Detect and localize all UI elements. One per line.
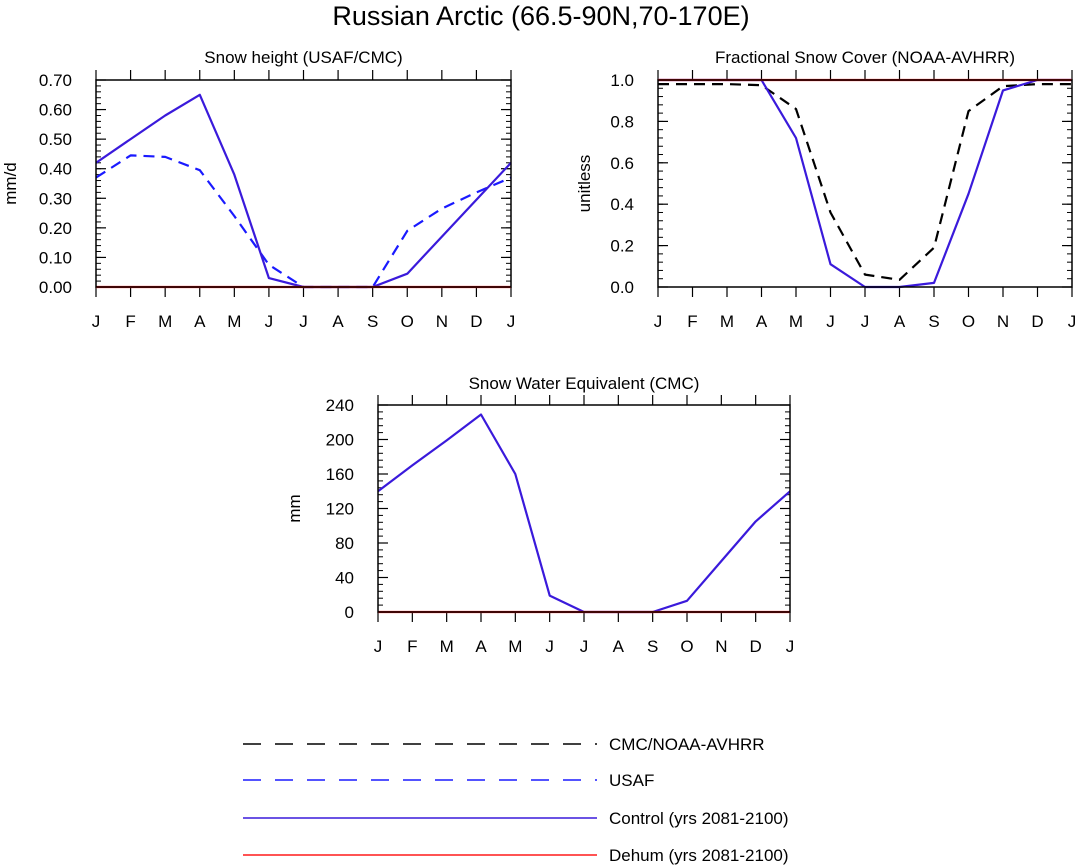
y-tick-label: 0.50 [39,130,72,149]
x-tick-label: J [92,312,101,331]
x-tick-label: A [194,312,206,331]
y-tick-label: 200 [326,431,354,450]
x-tick-label: A [475,637,487,656]
y-tick-label: 0.10 [39,248,72,267]
x-tick-label: D [750,637,762,656]
x-tick-label: M [508,637,522,656]
x-tick-label: D [470,312,482,331]
x-tick-label: S [367,312,378,331]
x-tick-label: A [613,637,625,656]
x-tick-label: A [332,312,344,331]
y-tick-label: 0.00 [39,278,72,297]
swe-frame [377,404,791,613]
snow-cover-title: Fractional Snow Cover (NOAA-AVHRR) [715,48,1015,67]
legend-label-dehum: Dehum (yrs 2081-2100) [609,846,789,865]
legend-label-usaf: USAF [609,771,654,790]
x-tick-label: M [227,312,241,331]
x-tick-label: J [1068,312,1077,331]
y-tick-label: 0.2 [610,237,634,256]
x-tick-label: M [158,312,172,331]
y-tick-label: 0.4 [610,195,634,214]
x-tick-label: M [440,637,454,656]
x-tick-label: J [507,312,516,331]
x-tick-label: J [265,312,274,331]
legend: CMC/NOAA-AVHRR USAF Control (yrs 2081-21… [243,735,789,865]
snow-cover-ylabel: unitless [575,155,594,213]
x-tick-label: J [545,637,554,656]
x-tick-label: S [647,637,658,656]
y-tick-label: 120 [326,500,354,519]
x-tick-label: O [962,312,975,331]
snow-height-title: Snow height (USAF/CMC) [204,48,402,67]
y-tick-label: 0.70 [39,71,72,90]
y-tick-label: 0 [345,603,354,622]
x-tick-label: O [401,312,414,331]
x-tick-label: N [715,637,727,656]
y-tick-label: 40 [335,569,354,588]
x-tick-label: M [720,312,734,331]
x-tick-label: S [928,312,939,331]
y-tick-label: 0.30 [39,189,72,208]
x-tick-label: F [407,637,417,656]
swe-series-control [378,413,790,614]
y-tick-label: 160 [326,465,354,484]
y-tick-label: 0.40 [39,160,72,179]
swe-panel: Snow Water Equivalent (CMC) mm 0 40 80 120 160… [285,374,794,656]
swe-title: Snow Water Equivalent (CMC) [469,374,700,393]
x-tick-label: M [789,312,803,331]
snow-cover-frame [657,79,1073,288]
x-tick-label: J [580,637,589,656]
y-tick-label: 240 [326,396,354,415]
x-tick-label: N [436,312,448,331]
snow-cover-series-cmcnoaaavhrr [658,82,1072,281]
y-tick-label: 0.20 [39,219,72,238]
snow-height-series-usaf [96,154,511,289]
x-tick-label: A [894,312,906,331]
x-tick-label: F [125,312,135,331]
y-tick-label: 0.0 [610,278,634,297]
x-tick-label: J [861,312,870,331]
x-tick-label: J [826,312,835,331]
x-tick-label: J [374,637,383,656]
x-tick-label: A [756,312,768,331]
swe-ylabel: mm [285,494,304,522]
legend-label-control: Control (yrs 2081-2100) [609,809,789,828]
y-tick-label: 80 [335,534,354,553]
x-tick-label: J [654,312,663,331]
y-tick-label: 0.8 [610,112,634,131]
x-tick-label: J [299,312,308,331]
x-tick-label: J [786,637,795,656]
x-tick-label: F [687,312,697,331]
x-tick-label: O [680,637,693,656]
y-tick-label: 1.0 [610,71,634,90]
snow-height-panel: Snow height (USAF/CMC) mm/d 0.00 0.10 0.20 0.… [1,48,515,331]
page-title: Russian Arctic (66.5-90N,70-170E) [332,1,749,31]
y-tick-label: 0.6 [610,154,634,173]
snow-height-ylabel: mm/d [1,162,20,205]
y-tick-label: 0.60 [39,101,72,120]
snow-height-frame [95,79,512,288]
snow-cover-panel: Fractional Snow Cover (NOAA-AVHRR) unitle… [575,48,1076,331]
snow-cover-series-control [658,78,1072,289]
x-tick-label: N [997,312,1009,331]
legend-label-obs: CMC/NOAA-AVHRR [609,735,765,754]
snow-height-series-control [96,93,511,289]
x-tick-label: D [1031,312,1043,331]
